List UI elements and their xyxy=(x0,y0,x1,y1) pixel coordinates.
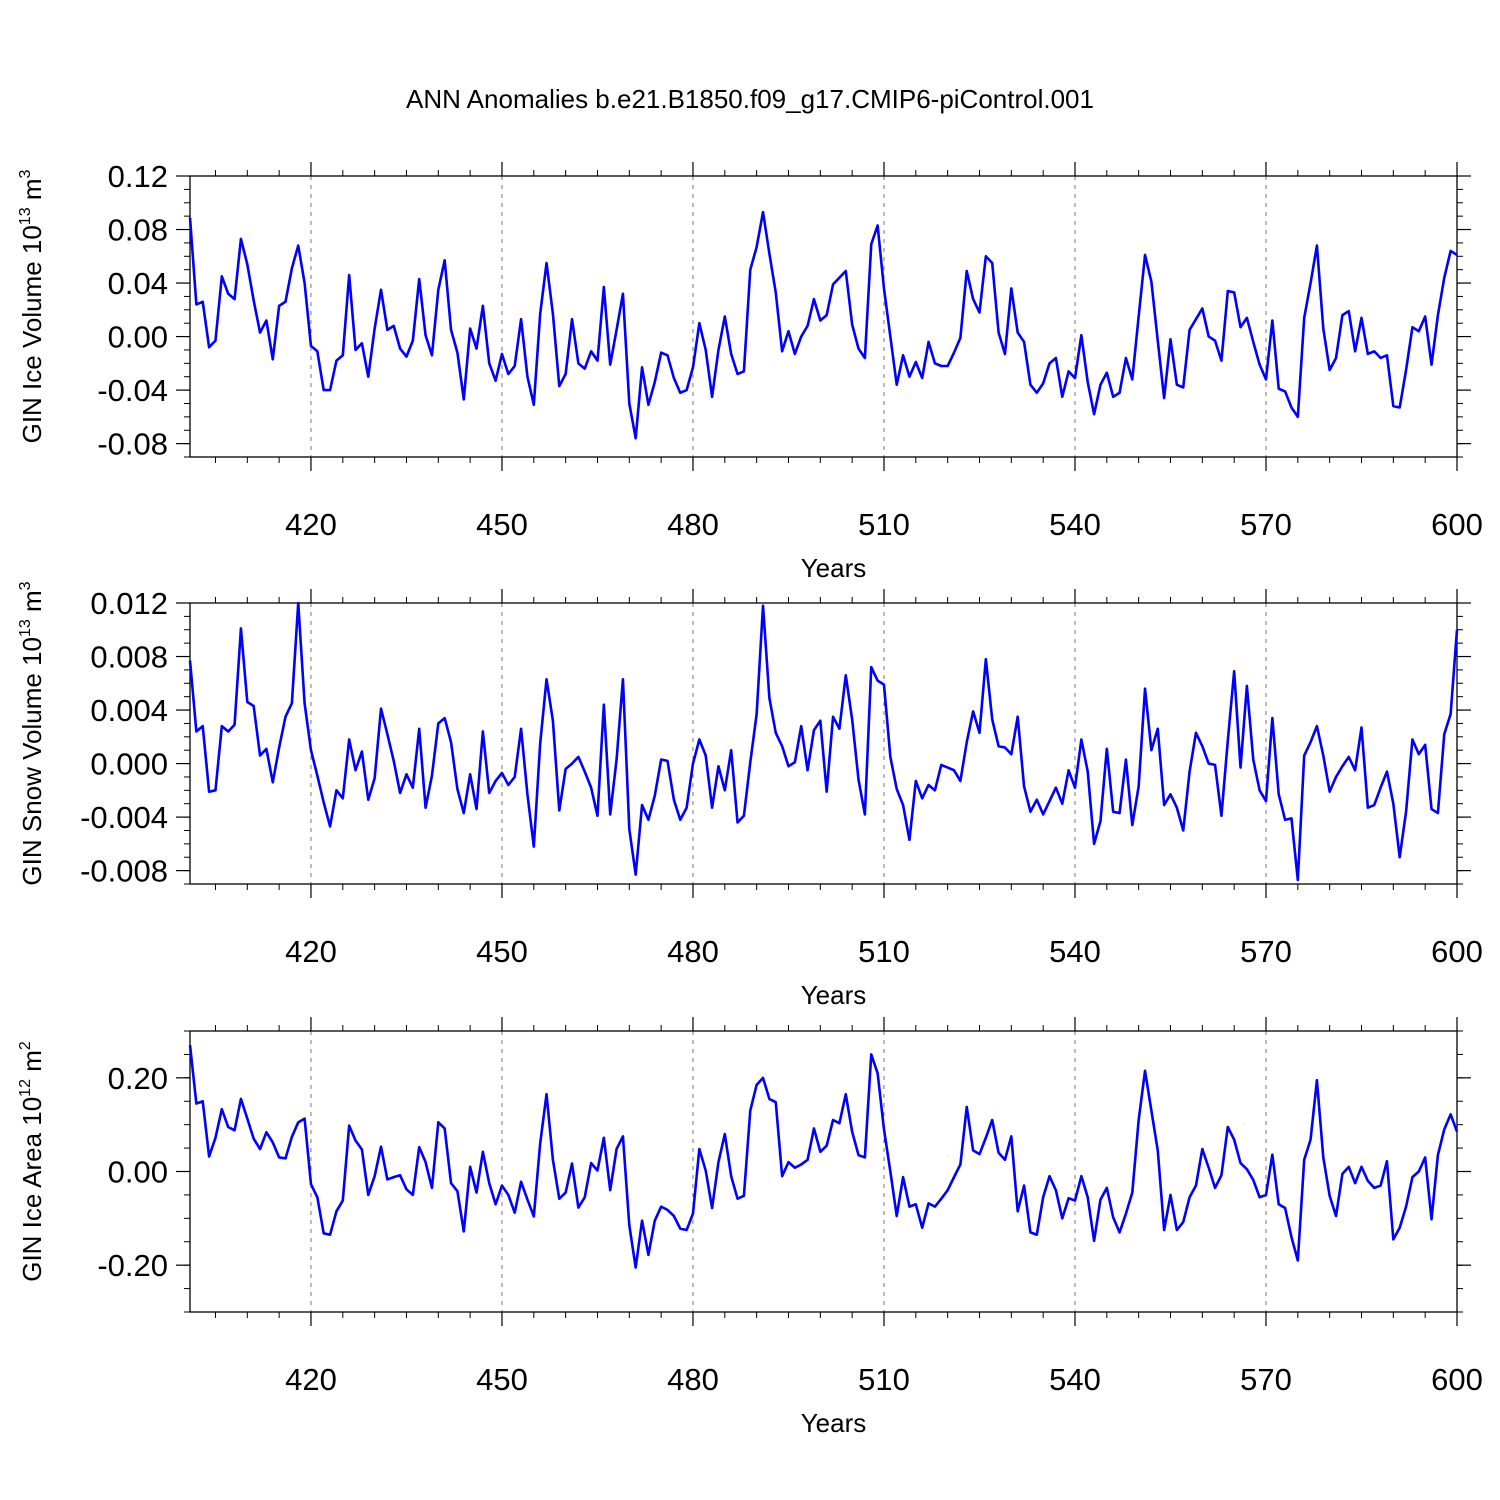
panel-2: 420 450 480 510 540 570 600 -0.008 -0.004 0.000 0.… xyxy=(17,581,1483,1010)
series-line xyxy=(188,601,1459,882)
x-tick-label: 540 xyxy=(1049,934,1101,969)
x-tick-label: 450 xyxy=(476,1362,528,1397)
x-axis-title: Years xyxy=(801,1408,867,1438)
y-tick-label: -0.008 xyxy=(80,854,168,889)
y-axis-title: GIN Ice Volume 1013 m3 xyxy=(17,169,47,443)
panel-3: 420 450 480 510 540 570 600 -0.20 0.00 0.20 Years G… xyxy=(17,1017,1483,1438)
x-tick-label: 420 xyxy=(285,1362,337,1397)
x-tick-label: 450 xyxy=(476,934,528,969)
x-tick-label: 510 xyxy=(858,1362,910,1397)
y-tick-label: -0.04 xyxy=(97,373,168,408)
y-tick-label: 0.00 xyxy=(108,320,168,355)
y-tick-label: 0.004 xyxy=(90,693,168,728)
x-axis-title: Years xyxy=(801,980,867,1010)
y-tick-label: 0.008 xyxy=(90,640,168,675)
plot-frame xyxy=(189,1030,1458,1313)
x-tick-label: 570 xyxy=(1240,1362,1292,1397)
x-tick-label: 540 xyxy=(1049,507,1101,542)
y-tick-label: 0.04 xyxy=(108,266,168,301)
x-axis-title: Years xyxy=(801,553,867,583)
x-tick-label: 450 xyxy=(476,507,528,542)
x-tick-label: 480 xyxy=(667,507,719,542)
x-tick-label: 600 xyxy=(1431,934,1483,969)
y-tick-label: -0.004 xyxy=(80,800,168,835)
x-tick-label: 420 xyxy=(285,934,337,969)
y-tick-label: 0.20 xyxy=(108,1061,168,1096)
chart-title: ANN Anomalies b.e21.B1850.f09_g17.CMIP6-… xyxy=(406,84,1094,114)
x-tick-label: 420 xyxy=(285,507,337,542)
x-tick-label: 480 xyxy=(667,1362,719,1397)
y-axis-title: GIN Snow Volume 1013 m3 xyxy=(17,581,47,885)
y-tick-label: 0.08 xyxy=(108,213,168,248)
x-tick-label: 510 xyxy=(858,934,910,969)
y-tick-label: 0.12 xyxy=(108,159,168,194)
plot-frame xyxy=(189,602,1458,885)
series-line xyxy=(188,1044,1459,1269)
panel-1: 420 450 480 510 540 570 600 -0.08 -0.04 0.00 0.04 0… xyxy=(17,159,1483,583)
y-tick-label: -0.08 xyxy=(97,427,168,462)
x-tick-label: 510 xyxy=(858,507,910,542)
y-tick-label: 0.012 xyxy=(90,586,168,621)
y-tick-label: 0.000 xyxy=(90,747,168,782)
x-tick-label: 570 xyxy=(1240,934,1292,969)
x-tick-label: 600 xyxy=(1431,507,1483,542)
y-tick-label: 0.00 xyxy=(108,1155,168,1190)
plot-frame xyxy=(189,175,1458,458)
x-tick-label: 570 xyxy=(1240,507,1292,542)
x-tick-label: 540 xyxy=(1049,1362,1101,1397)
y-tick-label: -0.20 xyxy=(97,1248,168,1283)
x-tick-label: 600 xyxy=(1431,1362,1483,1397)
y-axis-title: GIN Ice Area 1012 m2 xyxy=(17,1041,47,1282)
series-line xyxy=(188,210,1458,440)
x-tick-label: 480 xyxy=(667,934,719,969)
